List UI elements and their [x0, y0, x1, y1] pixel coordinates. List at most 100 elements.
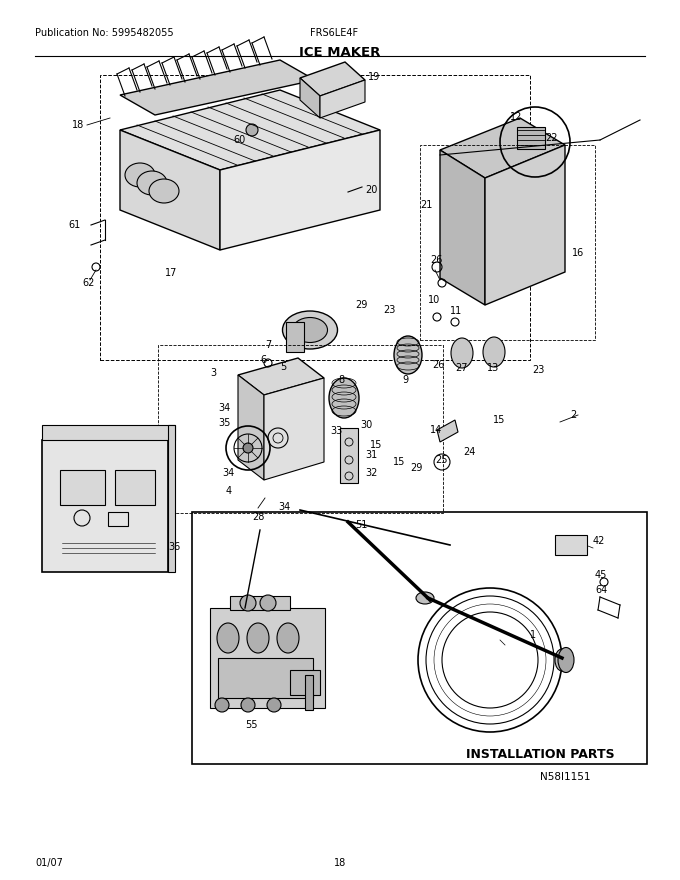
Ellipse shape	[247, 623, 269, 653]
Text: 9: 9	[402, 375, 408, 385]
Text: 35: 35	[218, 418, 231, 428]
Ellipse shape	[558, 648, 574, 672]
Bar	[286, 322, 304, 352]
Bar	[192, 512, 647, 764]
Text: 24: 24	[463, 447, 475, 457]
Text: 13: 13	[487, 363, 499, 373]
Circle shape	[241, 698, 255, 712]
Text: 6: 6	[260, 355, 266, 365]
Polygon shape	[220, 130, 380, 250]
Text: 32: 32	[365, 468, 377, 478]
Text: 45: 45	[595, 570, 607, 580]
Bar	[555, 535, 587, 555]
Text: 7: 7	[265, 340, 271, 350]
Polygon shape	[42, 440, 168, 572]
Polygon shape	[168, 425, 175, 572]
Ellipse shape	[217, 623, 239, 653]
Text: 34: 34	[218, 403, 231, 413]
Text: 60: 60	[234, 135, 246, 145]
Bar	[517, 127, 545, 149]
Polygon shape	[120, 60, 315, 115]
Ellipse shape	[149, 179, 179, 203]
Polygon shape	[238, 375, 264, 480]
Circle shape	[267, 698, 281, 712]
Text: 36: 36	[168, 542, 180, 552]
Text: 34: 34	[222, 468, 234, 478]
Bar	[305, 675, 313, 710]
Text: 15: 15	[493, 415, 505, 425]
Text: 01/07: 01/07	[35, 858, 63, 868]
Text: 31: 31	[365, 450, 377, 460]
Circle shape	[240, 595, 256, 611]
Text: 4: 4	[226, 486, 232, 496]
Circle shape	[246, 124, 258, 136]
Polygon shape	[437, 420, 458, 442]
Polygon shape	[120, 130, 220, 250]
Polygon shape	[238, 358, 324, 395]
Text: 18: 18	[72, 120, 84, 130]
Text: 3: 3	[210, 368, 216, 378]
Text: 33: 33	[330, 426, 342, 436]
Text: 51: 51	[355, 520, 367, 530]
Text: 21: 21	[420, 200, 432, 210]
Ellipse shape	[137, 171, 167, 195]
Bar	[218, 658, 313, 698]
Text: 42: 42	[593, 536, 605, 546]
Bar	[340, 428, 358, 483]
Bar	[158, 345, 443, 513]
Ellipse shape	[292, 318, 328, 342]
Ellipse shape	[394, 336, 422, 374]
Text: N58I1151: N58I1151	[540, 772, 590, 782]
Text: 61: 61	[68, 220, 80, 230]
Text: 16: 16	[572, 248, 584, 258]
Text: 22: 22	[545, 133, 558, 143]
Text: 29: 29	[355, 300, 367, 310]
Bar	[210, 608, 325, 708]
Text: 23: 23	[383, 305, 395, 315]
Polygon shape	[440, 150, 485, 305]
Text: 26: 26	[432, 360, 444, 370]
Polygon shape	[485, 145, 565, 305]
Bar	[60, 470, 105, 505]
Text: INSTALLATION PARTS: INSTALLATION PARTS	[466, 748, 614, 761]
Bar	[115, 470, 155, 505]
Text: 34: 34	[278, 502, 290, 512]
Ellipse shape	[416, 592, 434, 604]
Text: 23: 23	[532, 365, 545, 375]
Text: 29: 29	[410, 463, 422, 473]
Text: Publication No: 5995482055: Publication No: 5995482055	[35, 28, 173, 38]
Circle shape	[243, 443, 253, 453]
Bar	[108, 512, 128, 526]
Polygon shape	[264, 378, 324, 480]
Bar	[100, 75, 530, 360]
Polygon shape	[300, 62, 365, 96]
Bar	[420, 145, 595, 340]
Ellipse shape	[329, 378, 359, 418]
Bar	[290, 670, 320, 695]
Text: 28: 28	[252, 512, 265, 522]
Text: 2: 2	[570, 410, 576, 420]
Ellipse shape	[555, 649, 569, 671]
Text: 17: 17	[165, 268, 177, 278]
Circle shape	[215, 698, 229, 712]
Text: 20: 20	[365, 185, 377, 195]
Text: 55: 55	[245, 720, 258, 730]
Text: 1: 1	[530, 630, 536, 640]
Text: 15: 15	[370, 440, 382, 450]
Text: 11: 11	[450, 306, 462, 316]
Ellipse shape	[277, 623, 299, 653]
Polygon shape	[320, 80, 365, 118]
Text: 10: 10	[428, 295, 440, 305]
Text: 14: 14	[430, 425, 442, 435]
Text: 30: 30	[360, 420, 372, 430]
Text: 26: 26	[430, 255, 443, 265]
Ellipse shape	[483, 337, 505, 367]
Text: 62: 62	[82, 278, 95, 288]
Text: 18: 18	[334, 858, 346, 868]
Text: 12: 12	[510, 112, 522, 122]
Ellipse shape	[451, 338, 473, 368]
Polygon shape	[120, 90, 380, 170]
Polygon shape	[300, 78, 320, 118]
Text: 27: 27	[455, 363, 468, 373]
Polygon shape	[42, 425, 175, 440]
